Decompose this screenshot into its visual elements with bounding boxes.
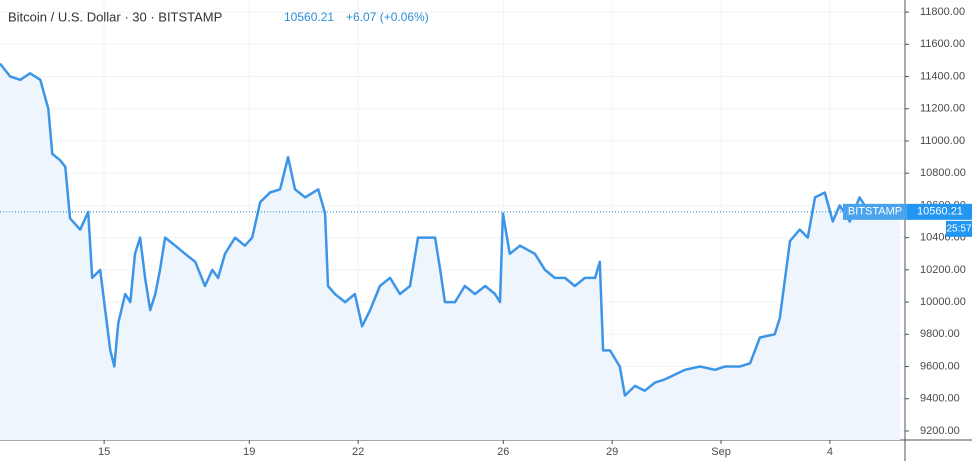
x-tick-label: 4 (827, 446, 833, 458)
x-tick-label: 19 (243, 446, 255, 458)
y-tick-label: 11200.00 (920, 103, 965, 115)
price-line (0, 62, 901, 397)
x-tick-label: 29 (606, 446, 618, 458)
y-tick-label: 9400.00 (920, 393, 960, 405)
y-tick-label: 9800.00 (920, 328, 960, 340)
exchange-tag (843, 203, 907, 220)
price-tag (907, 203, 972, 220)
header-change: +6.07 (+0.06%) (346, 10, 429, 24)
y-tick-label: 10800.00 (920, 167, 966, 179)
x-tick-label: Sep (711, 446, 731, 458)
y-tick-label: 10000.00 (920, 296, 966, 308)
y-tick-label: 10200.00 (920, 264, 966, 276)
y-tick-label: 11400.00 (920, 70, 965, 82)
price-tag-label: 10560.21 (917, 206, 963, 218)
y-tick-label: 11800.00 (920, 6, 965, 18)
y-tick-label: 11000.00 (920, 135, 965, 147)
header-price: 10560.21 (284, 10, 334, 24)
x-tick-label: 15 (98, 446, 110, 458)
y-tick-label: 9600.00 (920, 360, 960, 372)
x-tick-label: 26 (497, 446, 509, 458)
countdown-tag (946, 220, 972, 237)
x-tick-label: 22 (352, 446, 364, 458)
exchange-label: BITSTAMP (848, 206, 902, 218)
countdown-label: 25:57 (946, 223, 971, 234)
y-tick-label: 11600.00 (920, 38, 965, 50)
y-tick-label: 9200.00 (920, 425, 960, 437)
chart-title: Bitcoin / U.S. Dollar · 30 · BITSTAMP (8, 9, 222, 24)
area (0, 63, 900, 440)
